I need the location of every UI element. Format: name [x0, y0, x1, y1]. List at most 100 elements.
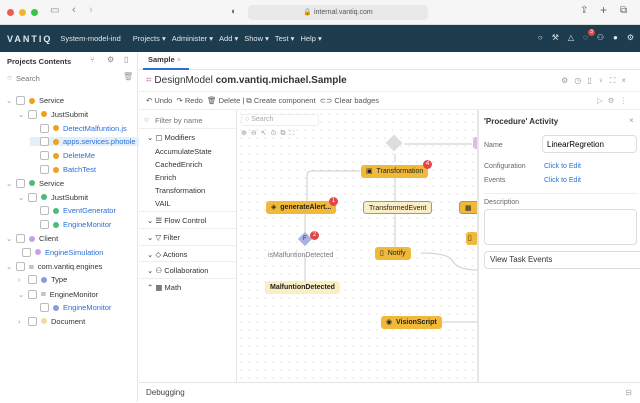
palette-section-flow-control[interactable]: ⌄ ☰ Flow Control	[139, 211, 237, 228]
forward-icon[interactable]: ›	[89, 4, 93, 16]
create-component-button[interactable]: ⧉ Create component	[246, 96, 316, 105]
new-tab-icon[interactable]: +	[600, 3, 608, 17]
tree-checkbox[interactable]	[16, 234, 25, 243]
tree-item[interactable]: ⌄ JustSubmit	[18, 192, 88, 202]
minimize-window-button[interactable]	[19, 9, 26, 16]
tree-item[interactable]: ⌄ Client	[6, 234, 58, 243]
palette-item[interactable]: VAIL	[155, 199, 171, 208]
menu-show[interactable]: Show ▾	[244, 34, 269, 43]
tree-item[interactable]: DeleteMe	[30, 151, 95, 161]
notifications-icon[interactable]: ◌ 3	[583, 29, 596, 42]
settings-icon[interactable]: ⚙	[107, 55, 115, 64]
search-icon[interactable]: ○	[537, 33, 543, 42]
tree-item[interactable]: ⌄ ⧈ com.vantiq.engines	[6, 262, 102, 272]
chevron-right-icon[interactable]: ›	[18, 316, 21, 326]
chevron-down-icon[interactable]: ⌄	[18, 289, 25, 299]
undo-button[interactable]: ↶ Undo	[146, 96, 173, 105]
tree-item[interactable]: EngineSimulation	[12, 247, 103, 257]
back-icon[interactable]: ‹	[72, 4, 76, 16]
tree-checkbox[interactable]	[40, 165, 49, 174]
tree-checkbox[interactable]	[40, 137, 49, 147]
node-notify[interactable]: ▯ Notify	[375, 247, 411, 260]
tree-checkbox[interactable]	[40, 206, 49, 216]
share-icon[interactable]: ⇪	[580, 5, 589, 16]
tree-item[interactable]: DetectMalfuntion.js	[30, 123, 127, 133]
expand-panel-icon[interactable]: ⊟	[625, 388, 632, 397]
debugging-panel[interactable]: Debugging ⊟	[139, 382, 640, 402]
settings-icon[interactable]: ⚙	[626, 33, 634, 42]
tree-item[interactable]: EngineMonitor	[30, 303, 111, 312]
tree-checkbox[interactable]	[16, 262, 25, 272]
sidebar-search-input[interactable]	[16, 72, 111, 84]
tree-item[interactable]: ⌄ JustSubmit	[18, 109, 88, 119]
design-canvas[interactable]: ○ Search ⊕⊖↖⊙⧉⛶ ▣ Transformation 4 ◈ gen…	[237, 110, 481, 382]
close-icon[interactable]: ×	[629, 116, 634, 125]
palette-section-collaboration[interactable]: ⌄ ⚇ Collaboration	[139, 261, 237, 278]
globe-icon[interactable]: ●	[612, 33, 618, 42]
chevron-right-icon[interactable]: ›	[18, 275, 21, 285]
palette-filter-input[interactable]	[145, 114, 231, 126]
events-edit-link[interactable]: Click to Edit	[544, 177, 581, 184]
chevron-down-icon[interactable]: ⌄	[18, 109, 25, 119]
tree-checkbox[interactable]	[28, 289, 37, 299]
node-offscreen[interactable]: ▯	[466, 232, 478, 245]
zoom-controls[interactable]: ⊕⊖↖⊙⧉⛶	[241, 130, 299, 137]
tab-sample[interactable]: Sample ×	[143, 52, 189, 70]
node-transformed-event[interactable]: TransformedEvent	[363, 201, 433, 214]
user-icon[interactable]: ⚇	[596, 33, 604, 42]
chevron-down-icon[interactable]: ⌄	[6, 262, 13, 272]
tree-item[interactable]: ⌄ ⧈ EngineMonitor	[18, 289, 98, 299]
node-transformation[interactable]: ▣ Transformation	[361, 165, 429, 178]
menu-add[interactable]: Add ▾	[219, 34, 239, 43]
tree-checkbox[interactable]	[28, 316, 37, 326]
tabs-overview-icon[interactable]: ⧉	[620, 5, 628, 16]
tree-item[interactable]: apps.services.photole	[30, 137, 139, 147]
redo-button[interactable]: ↷ Redo	[176, 96, 203, 105]
tree-checkbox[interactable]	[28, 192, 37, 202]
chevron-down-icon[interactable]: ⌄	[6, 234, 13, 243]
view-task-events-button[interactable]: View Task Events	[484, 251, 640, 269]
tree-checkbox[interactable]	[28, 275, 37, 285]
tree-checkbox[interactable]	[22, 247, 31, 257]
description-textarea[interactable]	[484, 209, 637, 245]
node-procedure-selected[interactable]: ▦	[459, 201, 479, 214]
tree-checkbox[interactable]	[28, 109, 37, 119]
palette-item[interactable]: CachedEnrich	[155, 160, 203, 169]
chevron-down-icon[interactable]: ⌄	[6, 96, 13, 105]
palette-item[interactable]: AccumulateState	[155, 147, 212, 156]
menu-projects[interactable]: Projects ▾	[132, 34, 166, 43]
tree-item[interactable]: ⌄ Service	[6, 178, 64, 188]
configuration-edit-link[interactable]: Click to Edit	[544, 163, 581, 170]
name-input[interactable]	[542, 135, 637, 153]
tree-item[interactable]: › Document	[18, 316, 85, 326]
close-window-button[interactable]	[7, 9, 14, 16]
delete-button[interactable]: 🗑 Delete	[206, 96, 241, 105]
tree-item[interactable]: EventGenerator	[30, 206, 116, 216]
chevron-down-icon[interactable]: ⌄	[18, 192, 25, 202]
run-settings-icons[interactable]: ▷⚙⋮	[597, 96, 632, 105]
palette-section-math[interactable]: ⌃ ▦ Math	[139, 278, 237, 295]
node-vision-script[interactable]: ◉ VisionScript	[381, 316, 442, 329]
close-tab-icon[interactable]: ×	[176, 55, 182, 64]
palette-section-filter[interactable]: ⌄ ▽ Filter	[139, 228, 237, 245]
palette-item[interactable]: Transformation	[155, 186, 206, 195]
url-bar[interactable]: 🔒 internal.vantiq.com	[248, 5, 428, 20]
clear-badges-button[interactable]: ⊂⊃ Clear badges	[319, 96, 379, 105]
tree-checkbox[interactable]	[40, 123, 49, 133]
tree-checkbox[interactable]	[40, 220, 49, 230]
palette-item[interactable]: Enrich	[155, 173, 177, 182]
palette-section-modifiers[interactable]: ⌄ ▢ Modifiers	[139, 128, 237, 145]
trash-icon[interactable]: 🗑	[123, 72, 134, 81]
warning-icon[interactable]: △	[567, 33, 575, 42]
tree-checkbox[interactable]	[40, 303, 49, 312]
node-generate-alert[interactable]: ◈ generateAlert...	[266, 201, 337, 214]
tree-item[interactable]: ⌄ Service	[6, 96, 64, 105]
maximize-window-button[interactable]	[31, 9, 38, 16]
tree-item[interactable]: › Type	[18, 275, 67, 285]
tree-checkbox[interactable]	[40, 151, 49, 161]
tree-item[interactable]: BatchTest	[30, 165, 96, 174]
tree-checkbox[interactable]	[16, 178, 25, 188]
node-malfunction-detected[interactable]: MalfuntionDetected	[265, 281, 340, 294]
tools-icon[interactable]: ⚒	[551, 33, 559, 42]
menu-administer[interactable]: Administer ▾	[171, 34, 214, 43]
